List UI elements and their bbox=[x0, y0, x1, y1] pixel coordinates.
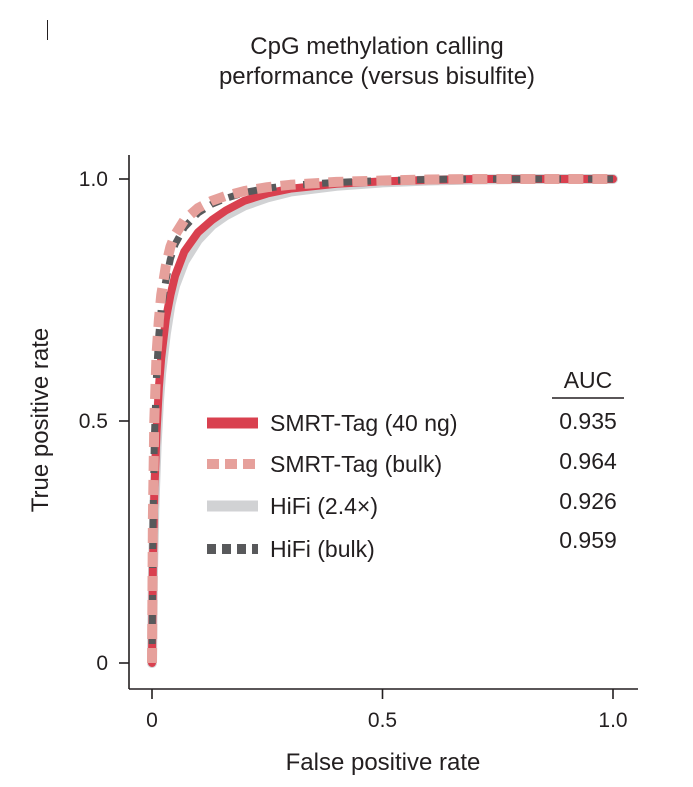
roc-curves bbox=[147, 174, 618, 668]
legend: SMRT-Tag (40 ng) 0.935 SMRT-Tag (bulk) 0.96… bbox=[207, 408, 617, 562]
auc-value: 0.964 bbox=[559, 448, 617, 474]
legend-label: HiFi (2.4×) bbox=[270, 493, 378, 519]
chart-title-line-2: performance (versus bisulfite) bbox=[219, 63, 535, 90]
auc-value: 0.926 bbox=[559, 488, 617, 514]
axis-ticks: 0 0.5 1.0 0 0.5 1.0 bbox=[79, 168, 628, 732]
auc-header: AUC bbox=[564, 367, 613, 393]
x-tick-label: 0.5 bbox=[368, 709, 397, 732]
x-tick-label: 0 bbox=[146, 709, 158, 732]
legend-label: HiFi (bulk) bbox=[270, 536, 375, 562]
auc-value: 0.959 bbox=[559, 527, 617, 553]
chart-title-line-1: CpG methylation calling bbox=[250, 33, 503, 60]
auc-value: 0.935 bbox=[559, 408, 617, 434]
y-tick-label: 0 bbox=[96, 652, 108, 675]
y-tick-label: 0.5 bbox=[79, 410, 108, 433]
roc-curve-smrt-tag-bulk bbox=[147, 174, 613, 664]
x-axis-label: False positive rate bbox=[286, 749, 481, 776]
panel-marker bbox=[47, 20, 48, 40]
roc-curve-hifi-bulk bbox=[148, 175, 613, 664]
x-tick-label: 1.0 bbox=[598, 709, 627, 732]
legend-label: SMRT-Tag (40 ng) bbox=[270, 410, 457, 436]
y-axis-label: True positive rate bbox=[27, 328, 54, 513]
y-tick-label: 1.0 bbox=[79, 168, 108, 191]
legend-label: SMRT-Tag (bulk) bbox=[270, 451, 442, 477]
